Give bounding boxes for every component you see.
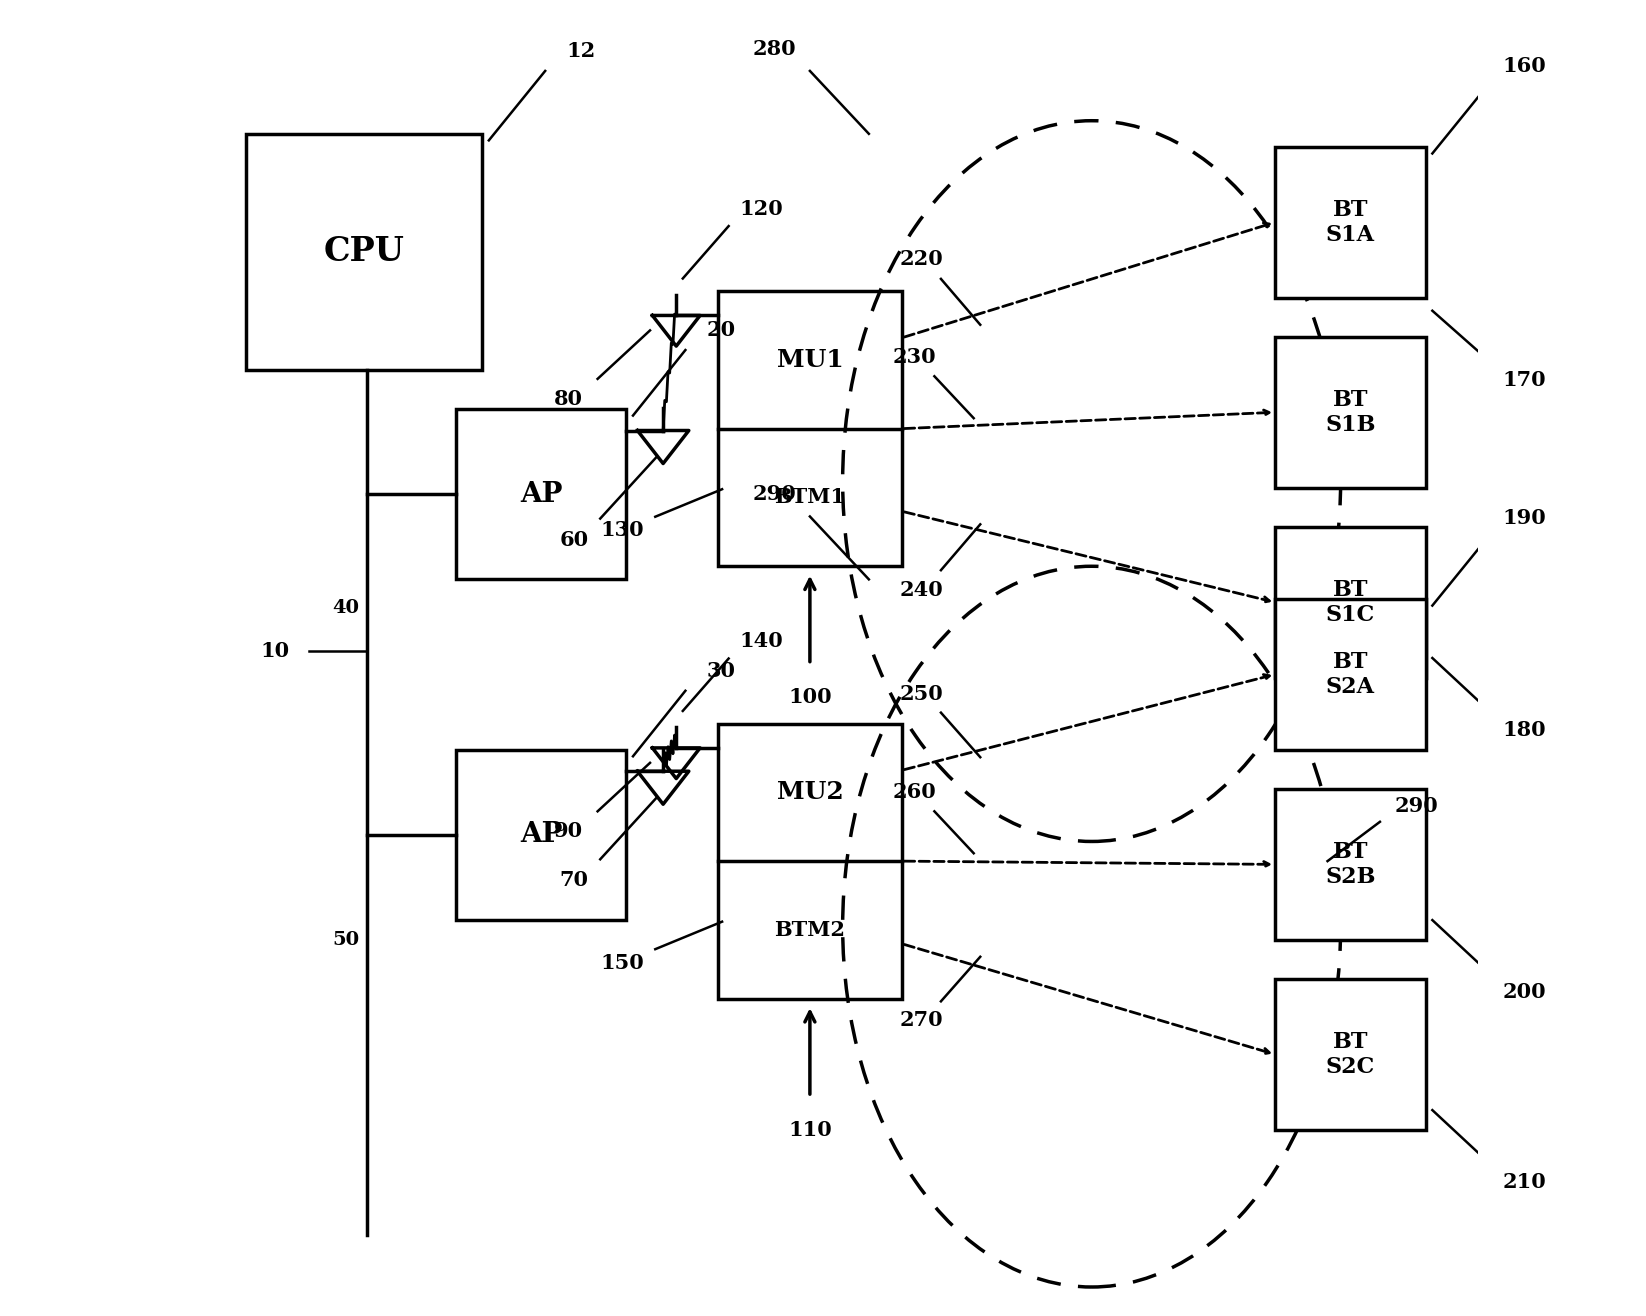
- Text: 210: 210: [1503, 1173, 1546, 1192]
- Text: BTM1: BTM1: [774, 487, 846, 508]
- Text: AP: AP: [520, 821, 563, 849]
- Text: 280: 280: [752, 38, 797, 59]
- Text: 260: 260: [892, 782, 937, 801]
- Text: 220: 220: [899, 249, 943, 270]
- FancyBboxPatch shape: [456, 409, 627, 579]
- FancyBboxPatch shape: [1276, 790, 1425, 940]
- Text: CPU: CPU: [324, 236, 405, 268]
- Text: 60: 60: [560, 529, 589, 550]
- Text: 20: 20: [706, 320, 736, 341]
- Text: 130: 130: [601, 521, 644, 541]
- Text: 270: 270: [899, 1009, 943, 1029]
- Text: MU1: MU1: [777, 347, 843, 372]
- Text: 250: 250: [899, 684, 943, 704]
- Text: BTM2: BTM2: [774, 920, 846, 940]
- FancyBboxPatch shape: [247, 134, 482, 370]
- FancyBboxPatch shape: [1276, 979, 1425, 1129]
- Text: AP: AP: [520, 480, 563, 508]
- Text: 30: 30: [706, 661, 736, 682]
- FancyBboxPatch shape: [1276, 337, 1425, 488]
- Text: BT
S2A: BT S2A: [1327, 650, 1374, 697]
- Text: 50: 50: [332, 930, 359, 949]
- Text: 290: 290: [1394, 796, 1439, 816]
- Text: 200: 200: [1503, 982, 1546, 1003]
- Text: 180: 180: [1503, 720, 1546, 740]
- FancyBboxPatch shape: [1276, 599, 1425, 750]
- Text: 100: 100: [788, 687, 831, 707]
- Text: 80: 80: [555, 388, 583, 408]
- Text: 170: 170: [1503, 370, 1546, 390]
- Text: BT
S1C: BT S1C: [1325, 579, 1374, 626]
- Text: BT
S2B: BT S2B: [1325, 841, 1376, 888]
- Text: 230: 230: [892, 346, 937, 367]
- Text: 190: 190: [1503, 508, 1546, 528]
- Text: 240: 240: [899, 580, 943, 600]
- Text: MU2: MU2: [777, 780, 843, 804]
- FancyBboxPatch shape: [1276, 526, 1425, 678]
- Text: 12: 12: [566, 41, 596, 62]
- Text: 40: 40: [332, 599, 359, 617]
- Text: 150: 150: [601, 953, 644, 973]
- Text: 160: 160: [1503, 55, 1546, 76]
- Text: 110: 110: [788, 1120, 831, 1140]
- Text: 290: 290: [752, 484, 797, 504]
- FancyBboxPatch shape: [456, 750, 627, 920]
- FancyBboxPatch shape: [1276, 147, 1425, 297]
- FancyBboxPatch shape: [718, 724, 902, 999]
- FancyBboxPatch shape: [718, 291, 902, 566]
- Text: 70: 70: [560, 870, 589, 890]
- Text: 10: 10: [260, 641, 290, 662]
- Text: 120: 120: [739, 199, 783, 218]
- Text: BT
S2C: BT S2C: [1325, 1030, 1374, 1078]
- Text: 140: 140: [739, 632, 783, 651]
- Text: BT
S1B: BT S1B: [1325, 388, 1376, 436]
- Text: BT
S1A: BT S1A: [1327, 199, 1374, 246]
- Text: 90: 90: [555, 821, 583, 841]
